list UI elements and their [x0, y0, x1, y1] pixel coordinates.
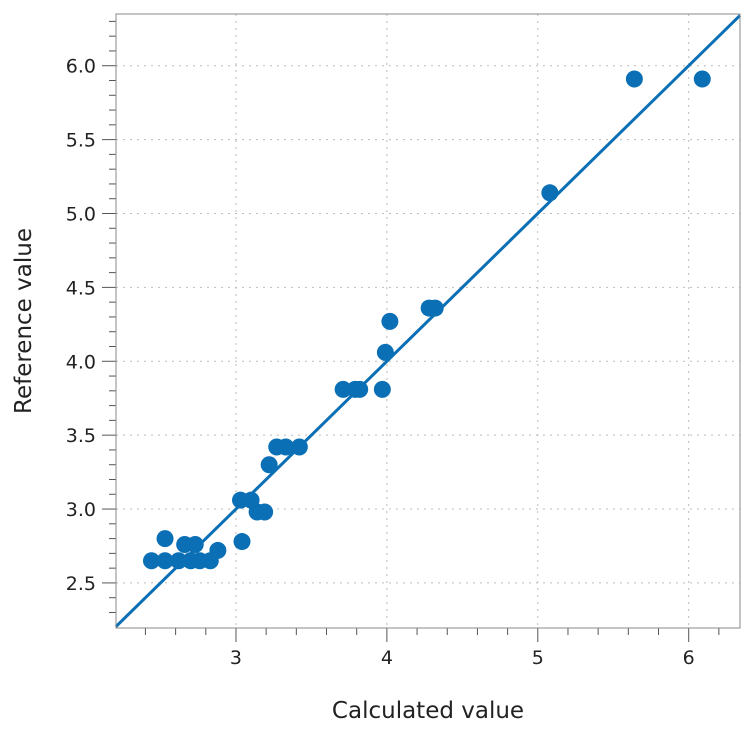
- y-axis-label: Reference value: [11, 228, 37, 414]
- y-tick-label: 5.5: [66, 130, 96, 152]
- data-point: [142, 552, 160, 570]
- y-tick-label: 5.0: [66, 203, 96, 225]
- data-point: [209, 541, 227, 559]
- x-tick-label: 4: [381, 647, 393, 669]
- y-tick-label: 3.0: [66, 499, 96, 521]
- data-point: [376, 343, 394, 361]
- y-tick-label: 3.5: [66, 425, 96, 447]
- data-point: [373, 380, 391, 398]
- data-point: [260, 456, 278, 474]
- data-point: [426, 299, 444, 317]
- ticks: 3 4 5 6 2.5 3.0 3.5 4.0 4.5 5.0 5.5 6.0: [66, 20, 720, 669]
- data-point: [541, 184, 559, 202]
- y-tick-label: 6.0: [66, 56, 96, 78]
- data-point: [186, 536, 204, 554]
- data-point: [256, 503, 274, 521]
- x-axis-label: Calculated value: [332, 698, 524, 724]
- data-point: [156, 552, 174, 570]
- data-point: [233, 533, 251, 551]
- data-point: [170, 552, 188, 570]
- y-tick-label: 2.5: [66, 573, 96, 595]
- reference-line: [114, 14, 742, 628]
- data-point: [693, 70, 711, 88]
- data-marks: [114, 14, 742, 628]
- data-point: [334, 380, 352, 398]
- data-point: [381, 312, 399, 330]
- data-point: [290, 438, 308, 456]
- y-tick-label: 4.5: [66, 277, 96, 299]
- plot-frame: [115, 13, 741, 629]
- data-point: [625, 70, 643, 88]
- y-tick-label: 4.0: [66, 351, 96, 373]
- data-point: [156, 530, 174, 548]
- x-tick-label: 6: [683, 647, 695, 669]
- grid: [116, 14, 740, 628]
- x-tick-label: 3: [230, 647, 242, 669]
- data-point: [277, 438, 295, 456]
- x-tick-label: 5: [532, 647, 544, 669]
- data-point: [351, 380, 369, 398]
